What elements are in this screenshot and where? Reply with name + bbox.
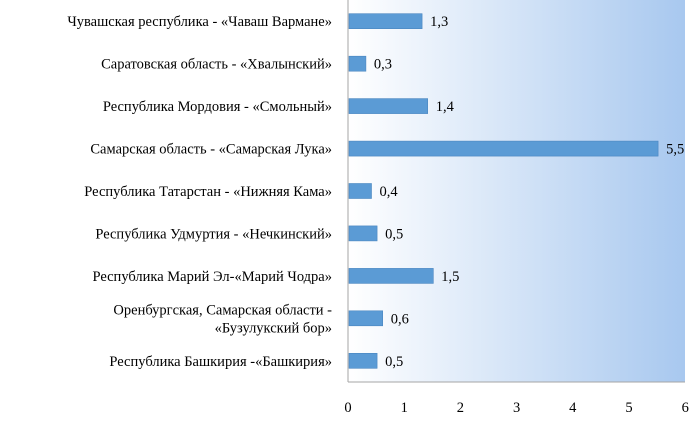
data-label: 0,3	[374, 57, 392, 73]
bar	[348, 98, 428, 114]
x-ticks-group: 0 1 2 3 4 5 6	[344, 400, 688, 416]
data-labels-group: 1,3 0,3 1,4 5,5 0,4 0,5 1,5 0,6 0,5	[374, 14, 684, 370]
x-tick-label: 0	[344, 400, 351, 416]
category-label: Чувашская республика - «Чаваш Вармане»	[67, 14, 332, 30]
data-label: 0,5	[385, 226, 403, 242]
bar	[348, 55, 367, 72]
data-label: 1,3	[430, 14, 448, 30]
category-label: Республика Башкирия -«Башкирия»	[109, 354, 332, 370]
x-tick-label: 1	[401, 400, 408, 416]
x-tick-label: 5	[625, 400, 632, 416]
plot-area	[348, 0, 685, 382]
category-label: «Бузулукский бор»	[215, 320, 332, 336]
category-label: Оренбургская, Самарская области -	[113, 302, 332, 318]
category-label: Саратовская область - «Хвалынский»	[101, 57, 332, 73]
data-label: 1,4	[436, 99, 455, 115]
data-label: 0,4	[380, 184, 399, 200]
x-tick-label: 6	[682, 400, 689, 416]
x-tick-label: 3	[513, 400, 520, 416]
bar	[348, 310, 384, 327]
data-label: 0,6	[391, 311, 409, 327]
bar	[348, 352, 378, 369]
bar	[348, 183, 372, 199]
data-label: 1,5	[441, 269, 459, 285]
bar	[348, 268, 434, 284]
bar	[348, 13, 423, 29]
bars-group	[348, 13, 659, 369]
bar	[348, 225, 378, 242]
category-label: Самарская область - «Самарская Лука»	[90, 142, 332, 158]
category-label: Республика Марий Эл-«Марий Чодра»	[92, 269, 332, 285]
bar	[348, 140, 659, 157]
data-label: 0,5	[385, 354, 403, 370]
x-tick-label: 2	[457, 400, 464, 416]
category-label: Республика Удмуртия - «Нечкинский»	[95, 226, 332, 242]
category-label: Республика Мордовия - «Смольный»	[103, 99, 332, 115]
category-labels-group: Чувашская республика - «Чаваш Вармане» Са…	[67, 14, 332, 370]
category-label: Республика Татарстан - «Нижняя Кама»	[84, 184, 332, 200]
data-label: 5,5	[666, 142, 684, 158]
x-tick-label: 4	[569, 400, 577, 416]
